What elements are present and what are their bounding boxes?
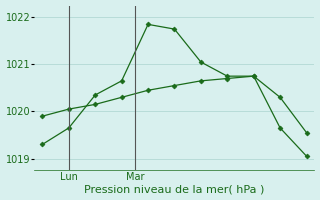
X-axis label: Pression niveau de la mer( hPa ): Pression niveau de la mer( hPa ) [84,184,265,194]
